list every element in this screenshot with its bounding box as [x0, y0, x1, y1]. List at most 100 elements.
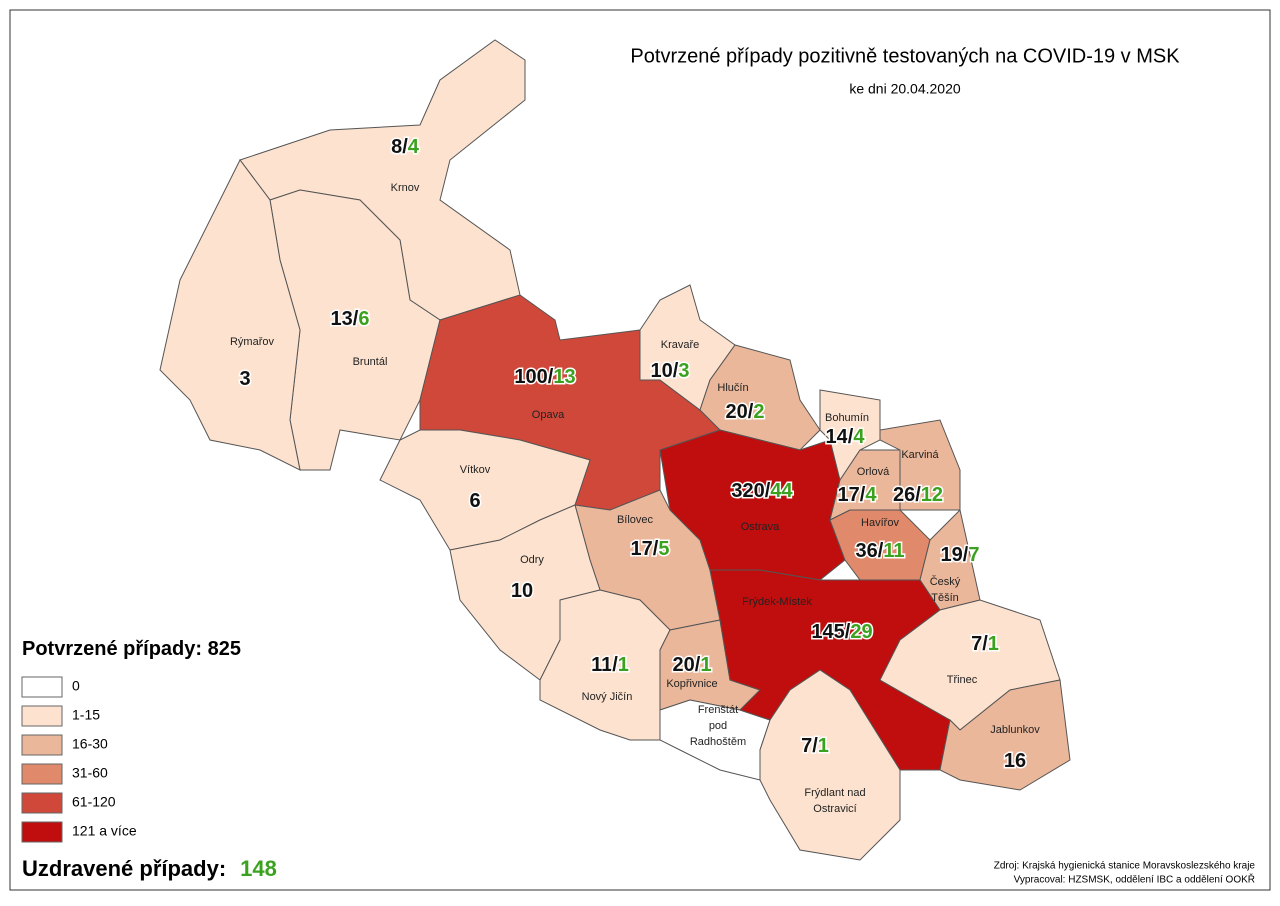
separator: /: [748, 401, 754, 423]
region-name: Frenštát: [698, 704, 738, 716]
separator: /: [695, 654, 701, 676]
separator: /: [963, 544, 969, 566]
region-name: Kopřivnice: [666, 678, 717, 690]
region-name: Bruntál: [353, 356, 388, 368]
confirmed: 20: [673, 654, 695, 676]
legend-label: 0: [72, 678, 80, 694]
region-name: Nový Jičín: [582, 691, 633, 703]
recovered: 29: [850, 621, 872, 643]
separator: /: [848, 426, 854, 448]
separator: /: [673, 360, 679, 382]
case-count: 3: [239, 368, 250, 390]
confirmed: 3: [239, 368, 250, 390]
region-name: pod: [709, 720, 727, 732]
recovered-total: Uzdravené případy: 148: [22, 856, 277, 881]
region-name: Frýdek-Místek: [742, 596, 812, 608]
legend-label: 16-30: [72, 736, 108, 752]
legend-title: Potvrzené případy: 825: [22, 638, 241, 660]
legend: Potvrzené případy: 825 Uzdravené případy…: [21, 638, 277, 881]
region-name: Jablunkov: [990, 724, 1040, 736]
region-name: Těšín: [931, 592, 959, 604]
confirmed: 7: [971, 633, 982, 655]
recovered: 2: [753, 401, 764, 423]
region-name: Odry: [520, 554, 544, 566]
confirmed: 14: [826, 426, 849, 448]
recovered: 7: [968, 544, 979, 566]
recovered: 4: [408, 136, 420, 158]
separator: /: [860, 484, 866, 506]
separator: /: [812, 735, 818, 757]
region: [539, 589, 671, 741]
legend-label: 121 a více: [72, 823, 137, 839]
case-count: 6: [469, 490, 480, 512]
recovered: 3: [678, 360, 689, 382]
confirmed: 19: [941, 544, 963, 566]
confirmed: 7: [801, 735, 812, 757]
region-name: Frýdlant nad: [804, 787, 865, 799]
frame: [9, 9, 1271, 891]
confirmed: 36: [856, 540, 878, 562]
regions: [159, 39, 1071, 861]
legend-label: 31-60: [72, 765, 108, 781]
confirmed: 10: [511, 580, 533, 602]
region-name: Hlučín: [717, 382, 748, 394]
region: [159, 159, 301, 471]
separator: /: [915, 484, 921, 506]
region: [759, 669, 901, 861]
case-count: 7/1: [971, 633, 999, 655]
legend-swatch: [21, 676, 63, 698]
case-count: 26/12: [893, 484, 943, 506]
case-count: 10/3: [651, 360, 690, 382]
confirmed: 26: [893, 484, 915, 506]
region-name: Bílovec: [617, 514, 654, 526]
region-name: Opava: [532, 409, 565, 421]
confirmed: 17: [631, 538, 653, 560]
confirmed: 10: [651, 360, 673, 382]
region: [939, 679, 1071, 791]
legend-swatch: [21, 763, 63, 785]
case-count: 20/1: [673, 654, 712, 676]
legend-swatch: [21, 705, 63, 727]
recovered: 5: [658, 538, 669, 560]
legend-label: 61-120: [72, 794, 116, 810]
region-name: Kravaře: [661, 339, 700, 351]
confirmed: 320: [731, 480, 764, 502]
confirmed: 8: [391, 136, 402, 158]
recovered: 12: [921, 484, 943, 506]
case-count: 20/2: [726, 401, 765, 423]
region-name: Krnov: [391, 182, 420, 194]
case-count: 13/6: [331, 308, 370, 330]
confirmed: 20: [726, 401, 748, 423]
title: Potvrzené případy pozitivně testovaných …: [630, 45, 1180, 67]
confirmed: 17: [838, 484, 860, 506]
region-name: Havířov: [861, 517, 899, 529]
recovered: 1: [618, 654, 629, 676]
case-count: 100/13: [514, 366, 575, 388]
separator: /: [878, 540, 884, 562]
region-name: Karviná: [901, 449, 939, 461]
region-name: Ostravicí: [813, 803, 856, 815]
case-count: 17/4: [838, 484, 878, 506]
case-count: 8/4: [391, 136, 420, 158]
separator: /: [765, 480, 771, 502]
confirmed: 6: [469, 490, 480, 512]
case-count: 10: [511, 580, 533, 602]
case-count: 11/1: [591, 654, 629, 676]
case-count: 145/29: [811, 621, 872, 643]
confirmed: 11: [591, 654, 612, 676]
separator: /: [353, 308, 359, 330]
separator: /: [982, 633, 988, 655]
case-count: 14/4: [826, 426, 866, 448]
labels: Krnov8/4Bruntál13/6Rýmařov3Opava100/13Kr…: [230, 135, 1040, 815]
separator: /: [653, 538, 659, 560]
region-name: Ostrava: [741, 521, 780, 533]
recovered: 1: [818, 735, 829, 757]
confirmed: 13: [331, 308, 353, 330]
legend-title-text: Potvrzené případy:: [22, 638, 202, 660]
confirmed: 100: [514, 366, 547, 388]
case-count: 36/11: [856, 540, 905, 562]
case-count: 7/1: [801, 735, 829, 757]
recovered: 1: [988, 633, 999, 655]
region-name: Vítkov: [460, 464, 491, 476]
